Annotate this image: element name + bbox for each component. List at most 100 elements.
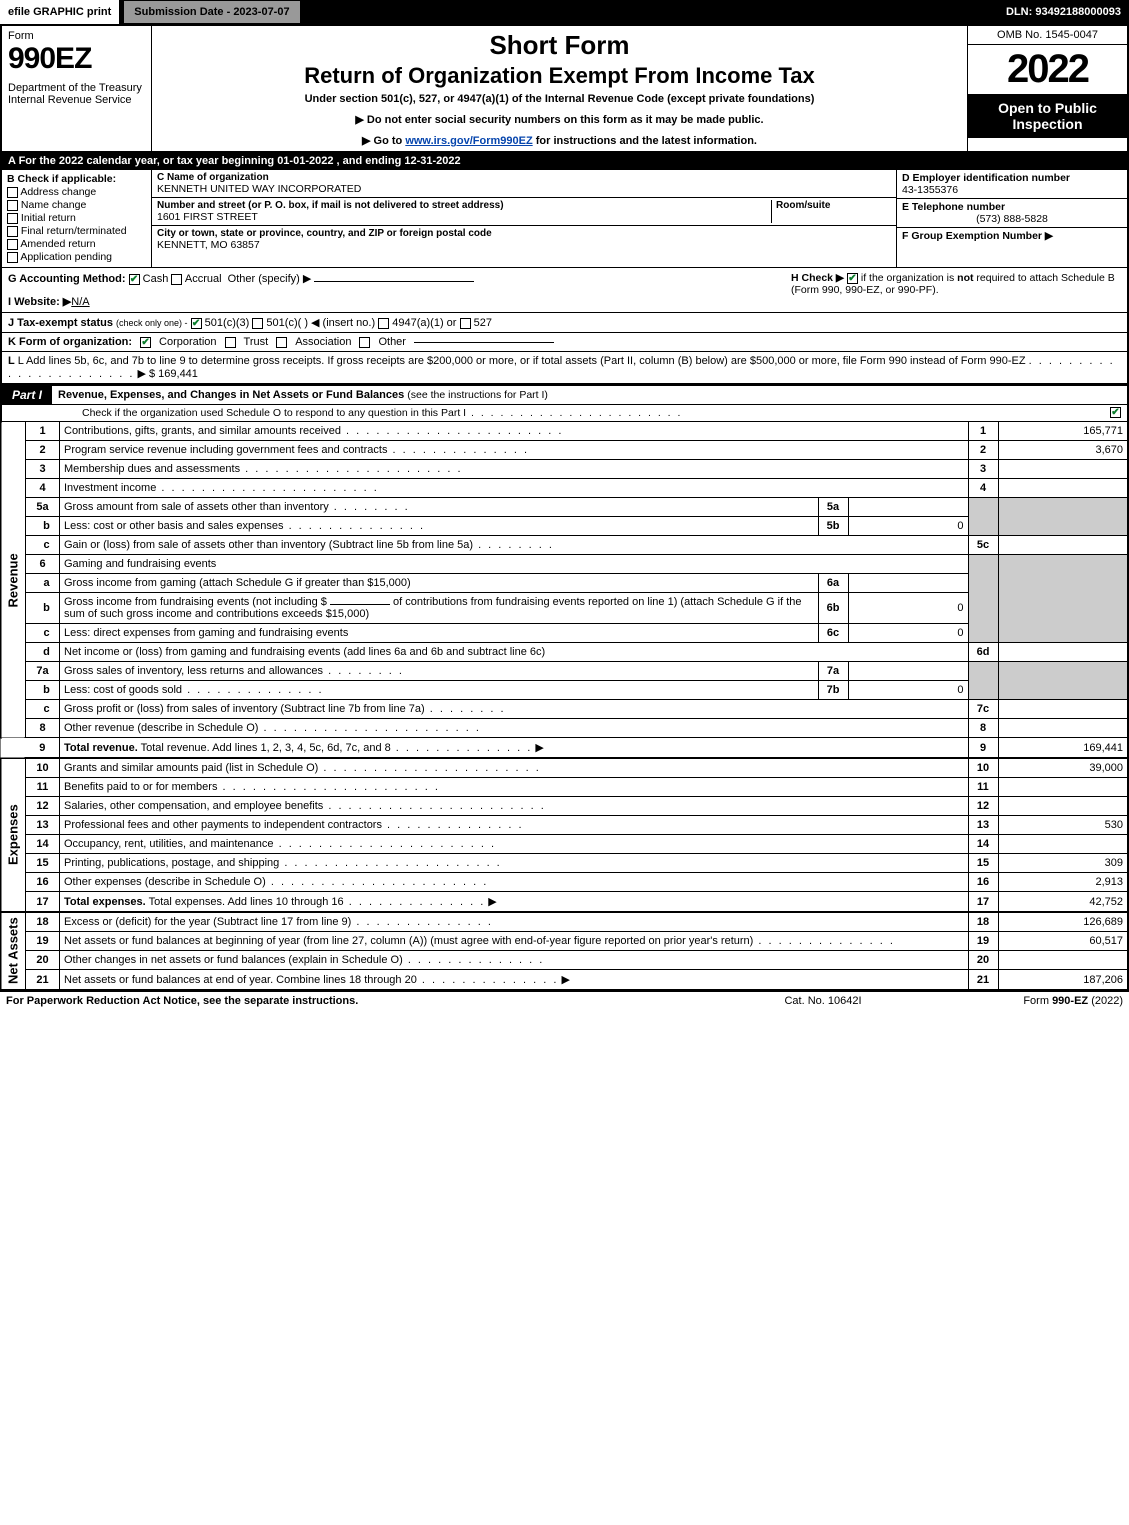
row-a-tax-year: A For the 2022 calendar year, or tax yea…: [0, 153, 1129, 170]
line-rnum: 20: [968, 951, 998, 970]
other-specify-line[interactable]: [314, 281, 474, 282]
phone-label: E Telephone number: [902, 201, 1122, 213]
line-desc: Professional fees and other payments to …: [60, 816, 969, 835]
cb-final-return[interactable]: Final return/terminated: [7, 225, 146, 237]
line-num: 3: [26, 460, 60, 479]
ssn-warning: ▶ Do not enter social security numbers o…: [160, 113, 959, 126]
col-b-header: B Check if applicable:: [7, 173, 146, 185]
line-desc: Less: cost or other basis and sales expe…: [60, 517, 819, 536]
street-row: Number and street (or P. O. box, if mail…: [152, 198, 896, 226]
city-state-zip: KENNETT, MO 63857: [157, 239, 891, 251]
footer-right: Form 990-EZ (2022): [923, 995, 1123, 1007]
line-num: 1: [26, 422, 60, 441]
line-value: 165,771: [998, 422, 1128, 441]
spacer: [1, 738, 26, 759]
line-desc: Occupancy, rent, utilities, and maintena…: [60, 835, 969, 854]
line-num: 18: [26, 912, 60, 932]
cb-501c[interactable]: [252, 318, 263, 329]
cb-address-change[interactable]: Address change: [7, 186, 146, 198]
short-form-title: Short Form: [160, 30, 959, 61]
cb-schedule-o-used[interactable]: [1110, 407, 1121, 418]
cb-other-org[interactable]: [359, 337, 370, 348]
line-desc: Other revenue (describe in Schedule O): [60, 719, 969, 738]
line-desc: Salaries, other compensation, and employ…: [60, 797, 969, 816]
cb-trust[interactable]: [225, 337, 236, 348]
cb-association[interactable]: [276, 337, 287, 348]
shaded-cell: [968, 555, 998, 643]
form-header-center: Short Form Return of Organization Exempt…: [152, 26, 967, 151]
line-num: c: [26, 700, 60, 719]
line-num: 7a: [26, 662, 60, 681]
line-rnum: 14: [968, 835, 998, 854]
submission-date-label: Submission Date - 2023-07-07: [123, 0, 300, 24]
org-name-row: C Name of organization KENNETH UNITED WA…: [152, 170, 896, 198]
shaded-cell: [998, 498, 1128, 536]
cb-4947[interactable]: [378, 318, 389, 329]
line-desc: Less: direct expenses from gaming and fu…: [60, 624, 819, 643]
cb-501c3[interactable]: [191, 318, 202, 329]
line-desc: Gross sales of inventory, less returns a…: [60, 662, 819, 681]
part1-check-row: Check if the organization used Schedule …: [0, 405, 1129, 422]
efile-print-label[interactable]: efile GRAPHIC print: [0, 0, 119, 24]
cash-label: Cash: [143, 273, 169, 285]
row-l: L L Add lines 5b, 6c, and 7b to line 9 t…: [0, 352, 1129, 385]
line-value: [998, 778, 1128, 797]
cb-schedule-b-not-required[interactable]: [847, 273, 858, 284]
line-num: 5a: [26, 498, 60, 517]
part1-label: Part I: [2, 385, 52, 405]
cb-name-change[interactable]: Name change: [7, 199, 146, 211]
line-rnum: 11: [968, 778, 998, 797]
other-org-line[interactable]: [414, 342, 554, 343]
line-num: a: [26, 574, 60, 593]
line-desc: Membership dues and assessments: [60, 460, 969, 479]
tax-exempt-sub: (check only one) -: [116, 318, 188, 328]
line-value: 126,689: [998, 912, 1128, 932]
line-rnum: 18: [968, 912, 998, 932]
phone-row: E Telephone number (573) 888-5828: [897, 199, 1127, 228]
cb-amended-return[interactable]: Amended return: [7, 238, 146, 250]
line-value: 530: [998, 816, 1128, 835]
line-rnum: 16: [968, 873, 998, 892]
line-desc: Investment income: [60, 479, 969, 498]
room-label: Room/suite: [776, 200, 891, 211]
tax-exempt-label: J Tax-exempt status: [8, 317, 113, 329]
irs-link[interactable]: www.irs.gov/Form990EZ: [405, 135, 532, 147]
cb-527[interactable]: [460, 318, 471, 329]
cb-corporation[interactable]: [140, 337, 151, 348]
line-rnum: 12: [968, 797, 998, 816]
line-num: 6: [26, 555, 60, 574]
line-desc: Printing, publications, postage, and shi…: [60, 854, 969, 873]
part1-table: Revenue 1 Contributions, gifts, grants, …: [0, 422, 1129, 991]
inline-label: 6b: [818, 593, 848, 624]
line-num: 14: [26, 835, 60, 854]
opt-4947: 4947(a)(1) or: [392, 317, 456, 329]
inline-value: 0: [848, 624, 968, 643]
cb-application-pending[interactable]: Application pending: [7, 251, 146, 263]
line-num: b: [26, 681, 60, 700]
inline-value: 0: [848, 593, 968, 624]
column-def: D Employer identification number 43-1355…: [897, 170, 1127, 267]
line-num: 2: [26, 441, 60, 460]
line-value: [998, 643, 1128, 662]
column-c-org-info: C Name of organization KENNETH UNITED WA…: [152, 170, 897, 267]
form-header: Form 990EZ Department of the Treasury In…: [0, 24, 1129, 153]
line-value: [998, 479, 1128, 498]
row-k: K Form of organization: Corporation Trus…: [0, 333, 1129, 352]
cb-initial-return[interactable]: Initial return: [7, 212, 146, 224]
line-value: [998, 536, 1128, 555]
inline-label: 6c: [818, 624, 848, 643]
cb-cash[interactable]: [129, 274, 140, 285]
opt-501c: 501(c)( ) ◀ (insert no.): [266, 317, 375, 329]
line-value: [998, 835, 1128, 854]
line-num: 15: [26, 854, 60, 873]
cb-accrual[interactable]: [171, 274, 182, 285]
line-desc: Other changes in net assets or fund bala…: [60, 951, 969, 970]
line-rnum: 7c: [968, 700, 998, 719]
line-num: c: [26, 624, 60, 643]
part1-check-text: Check if the organization used Schedule …: [82, 407, 466, 419]
inline-label: 7b: [818, 681, 848, 700]
h-label: H Check ▶: [791, 272, 844, 284]
line-num: 16: [26, 873, 60, 892]
line-rnum: 13: [968, 816, 998, 835]
opt-association: Association: [295, 336, 351, 348]
